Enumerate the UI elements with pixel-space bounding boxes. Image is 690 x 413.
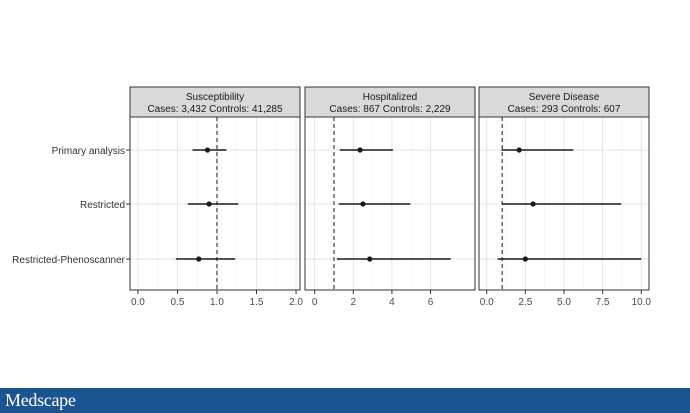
panel-border bbox=[129, 116, 301, 291]
facet-title: Susceptibility bbox=[186, 92, 244, 103]
facet-subtitle: Cases: 293 Controls: 607 bbox=[508, 104, 621, 115]
x-tick-label: 0.5 bbox=[170, 297, 184, 308]
medscape-logo[interactable]: Medscape bbox=[5, 390, 76, 410]
point-estimate bbox=[522, 256, 528, 262]
facet-subtitle: Cases: 867 Controls: 2,229 bbox=[329, 104, 451, 115]
facet-strip bbox=[129, 86, 301, 118]
row-label: Restricted bbox=[80, 200, 125, 211]
x-tick-label: 0 bbox=[312, 297, 318, 308]
x-tick-label: 0.0 bbox=[131, 297, 145, 308]
facet-title: Hospitalized bbox=[363, 92, 417, 103]
x-tick-label: 5.0 bbox=[557, 297, 571, 308]
x-tick-label: 6 bbox=[428, 297, 434, 308]
row-label: Primary analysis bbox=[52, 146, 125, 157]
x-tick-label: 10.0 bbox=[632, 297, 652, 308]
point-estimate bbox=[357, 147, 363, 153]
panel-border bbox=[304, 116, 476, 291]
x-tick-label: 0.0 bbox=[480, 297, 494, 308]
x-tick-label: 7.5 bbox=[596, 297, 610, 308]
point-estimate bbox=[367, 256, 373, 262]
row-label: Restricted-Phenoscanner bbox=[12, 255, 126, 266]
x-tick-label: 2.5 bbox=[518, 297, 532, 308]
point-estimate bbox=[516, 147, 522, 153]
forest-plot: Primary analysis Restricted Restricted-Phe… bbox=[12, 86, 652, 308]
x-tick-label: 2 bbox=[351, 297, 357, 308]
point-estimate bbox=[196, 256, 202, 262]
x-tick-label: 2.0 bbox=[289, 297, 303, 308]
x-tick-label: 1.0 bbox=[210, 297, 224, 308]
x-tick-label: 4 bbox=[389, 297, 395, 308]
point-estimate bbox=[204, 147, 211, 153]
facet-title: Severe Disease bbox=[529, 92, 600, 103]
facet-strip bbox=[478, 86, 650, 118]
facet-subtitle: Cases: 3,432 Controls: 41,285 bbox=[147, 104, 283, 115]
point-estimate bbox=[360, 201, 366, 207]
footer-bar: Medscape bbox=[0, 388, 690, 413]
x-tick-label: 1.5 bbox=[250, 297, 264, 308]
point-estimate bbox=[530, 201, 536, 207]
point-estimate bbox=[206, 201, 212, 207]
